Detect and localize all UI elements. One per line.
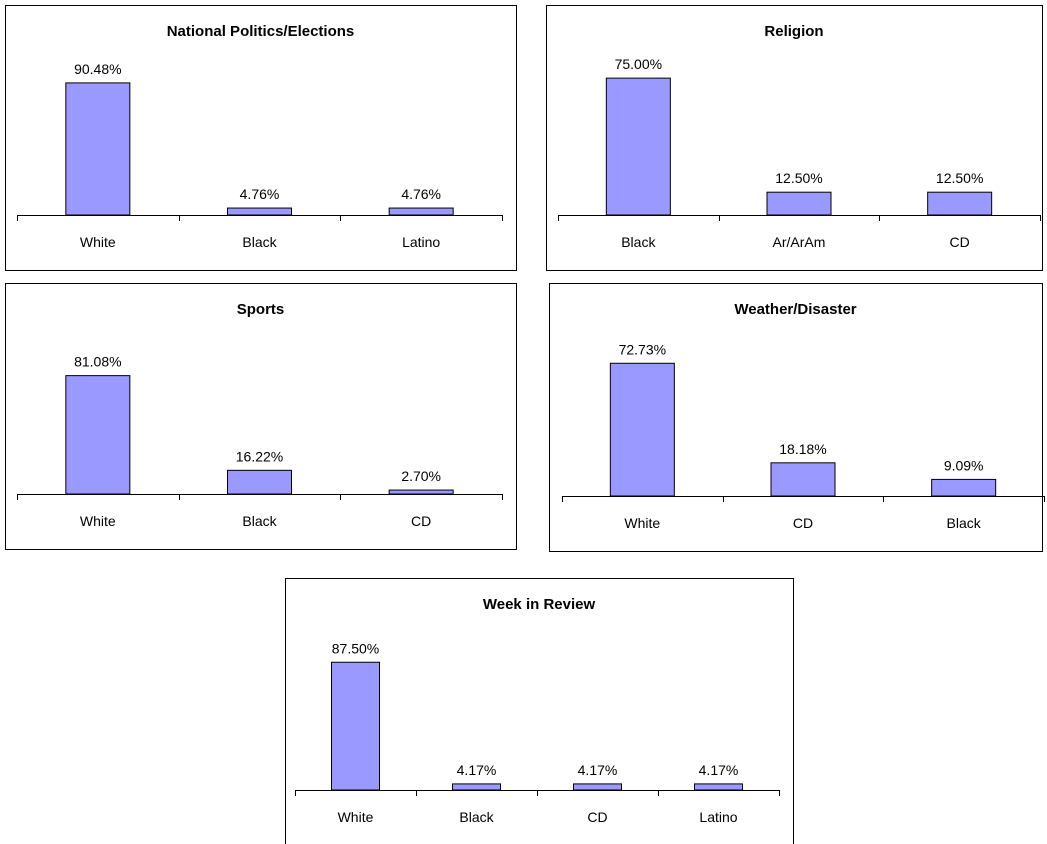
bar: [927, 191, 993, 216]
data-label: 4.17%: [699, 762, 739, 778]
data-label: 16.22%: [236, 448, 283, 464]
x-tick-label: Black: [242, 513, 277, 529]
bar: [388, 489, 454, 495]
data-label: 2.70%: [401, 468, 441, 484]
data-label: 81.08%: [74, 354, 121, 370]
x-tick-label: CD: [587, 809, 607, 825]
data-label: 4.17%: [578, 762, 618, 778]
x-tick-label: Black: [947, 515, 982, 531]
chart: Weather/Disaster 72.73% White 18.18% CD 9.09%…: [549, 283, 1045, 552]
bar: [227, 469, 292, 495]
x-tick-label: White: [80, 513, 116, 529]
chart: Sports 81.08% White 16.22% Black 2.70% CD: [5, 283, 517, 550]
bar: [609, 362, 675, 497]
bar: [227, 207, 292, 216]
x-tick-label: Latino: [699, 809, 737, 825]
bar: [766, 191, 832, 216]
chart: Religion 75.00% Black 12.50% Ar/ArAm 12.50% CD: [546, 5, 1043, 271]
chart: National Politics/Elections 90.48% White 4.…: [5, 5, 517, 271]
data-label: 90.48%: [74, 61, 121, 77]
chart-title: National Politics/Elections: [167, 23, 355, 40]
data-label: 12.50%: [775, 170, 822, 186]
bar: [605, 77, 671, 216]
x-tick-label: Black: [459, 809, 494, 825]
x-tick-label: Ar/ArAm: [773, 234, 826, 250]
bar: [65, 82, 131, 216]
data-label: 87.50%: [332, 640, 379, 656]
data-label: 4.76%: [401, 186, 441, 202]
data-label: 12.50%: [936, 170, 983, 186]
bar: [388, 207, 454, 216]
x-tick-label: Black: [242, 234, 277, 250]
data-label: 9.09%: [944, 457, 984, 473]
data-label: 75.00%: [615, 56, 662, 72]
x-tick-label: CD: [793, 515, 813, 531]
x-tick-label: Latino: [402, 234, 440, 250]
bar: [452, 783, 501, 791]
bar: [931, 478, 997, 497]
x-tick-label: CD: [950, 234, 970, 250]
chart-frame: [5, 283, 517, 550]
data-label: 72.73%: [619, 341, 666, 357]
bar: [770, 462, 836, 497]
data-label: 4.76%: [240, 186, 280, 202]
data-label: 4.17%: [457, 762, 497, 778]
chart-title: Weather/Disaster: [734, 301, 856, 318]
x-tick-label: White: [624, 515, 660, 531]
x-tick-label: White: [338, 809, 374, 825]
bar: [573, 783, 622, 791]
bar: [694, 783, 743, 791]
chart: Week in Review 87.50% White 4.17% Black 4.17%…: [285, 578, 794, 844]
chart-title: Week in Review: [483, 596, 596, 613]
x-tick-label: CD: [411, 513, 431, 529]
chart-title: Sports: [237, 301, 285, 318]
bar: [331, 661, 380, 791]
x-tick-label: Black: [621, 234, 656, 250]
chart-title: Religion: [764, 23, 823, 40]
x-tick-label: White: [80, 234, 116, 250]
data-label: 18.18%: [779, 441, 826, 457]
bar: [65, 375, 131, 495]
